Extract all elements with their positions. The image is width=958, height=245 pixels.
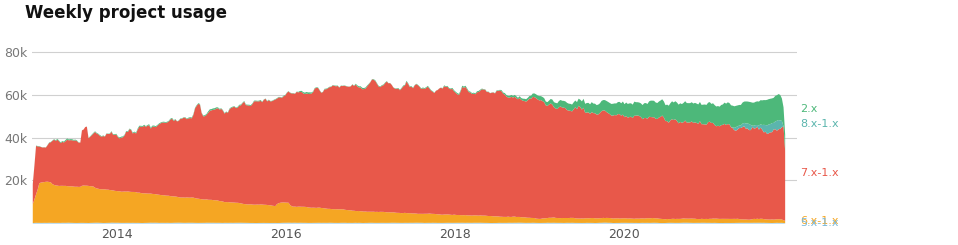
Text: 7.x-1.x: 7.x-1.x: [800, 168, 838, 178]
Text: 6.x-1.x: 6.x-1.x: [800, 216, 838, 226]
Text: Weekly project usage: Weekly project usage: [25, 4, 227, 22]
Text: 5.x-1.x: 5.x-1.x: [800, 218, 838, 228]
Text: 8.x-1.x: 8.x-1.x: [800, 119, 838, 129]
Text: 2.x: 2.x: [800, 104, 817, 114]
